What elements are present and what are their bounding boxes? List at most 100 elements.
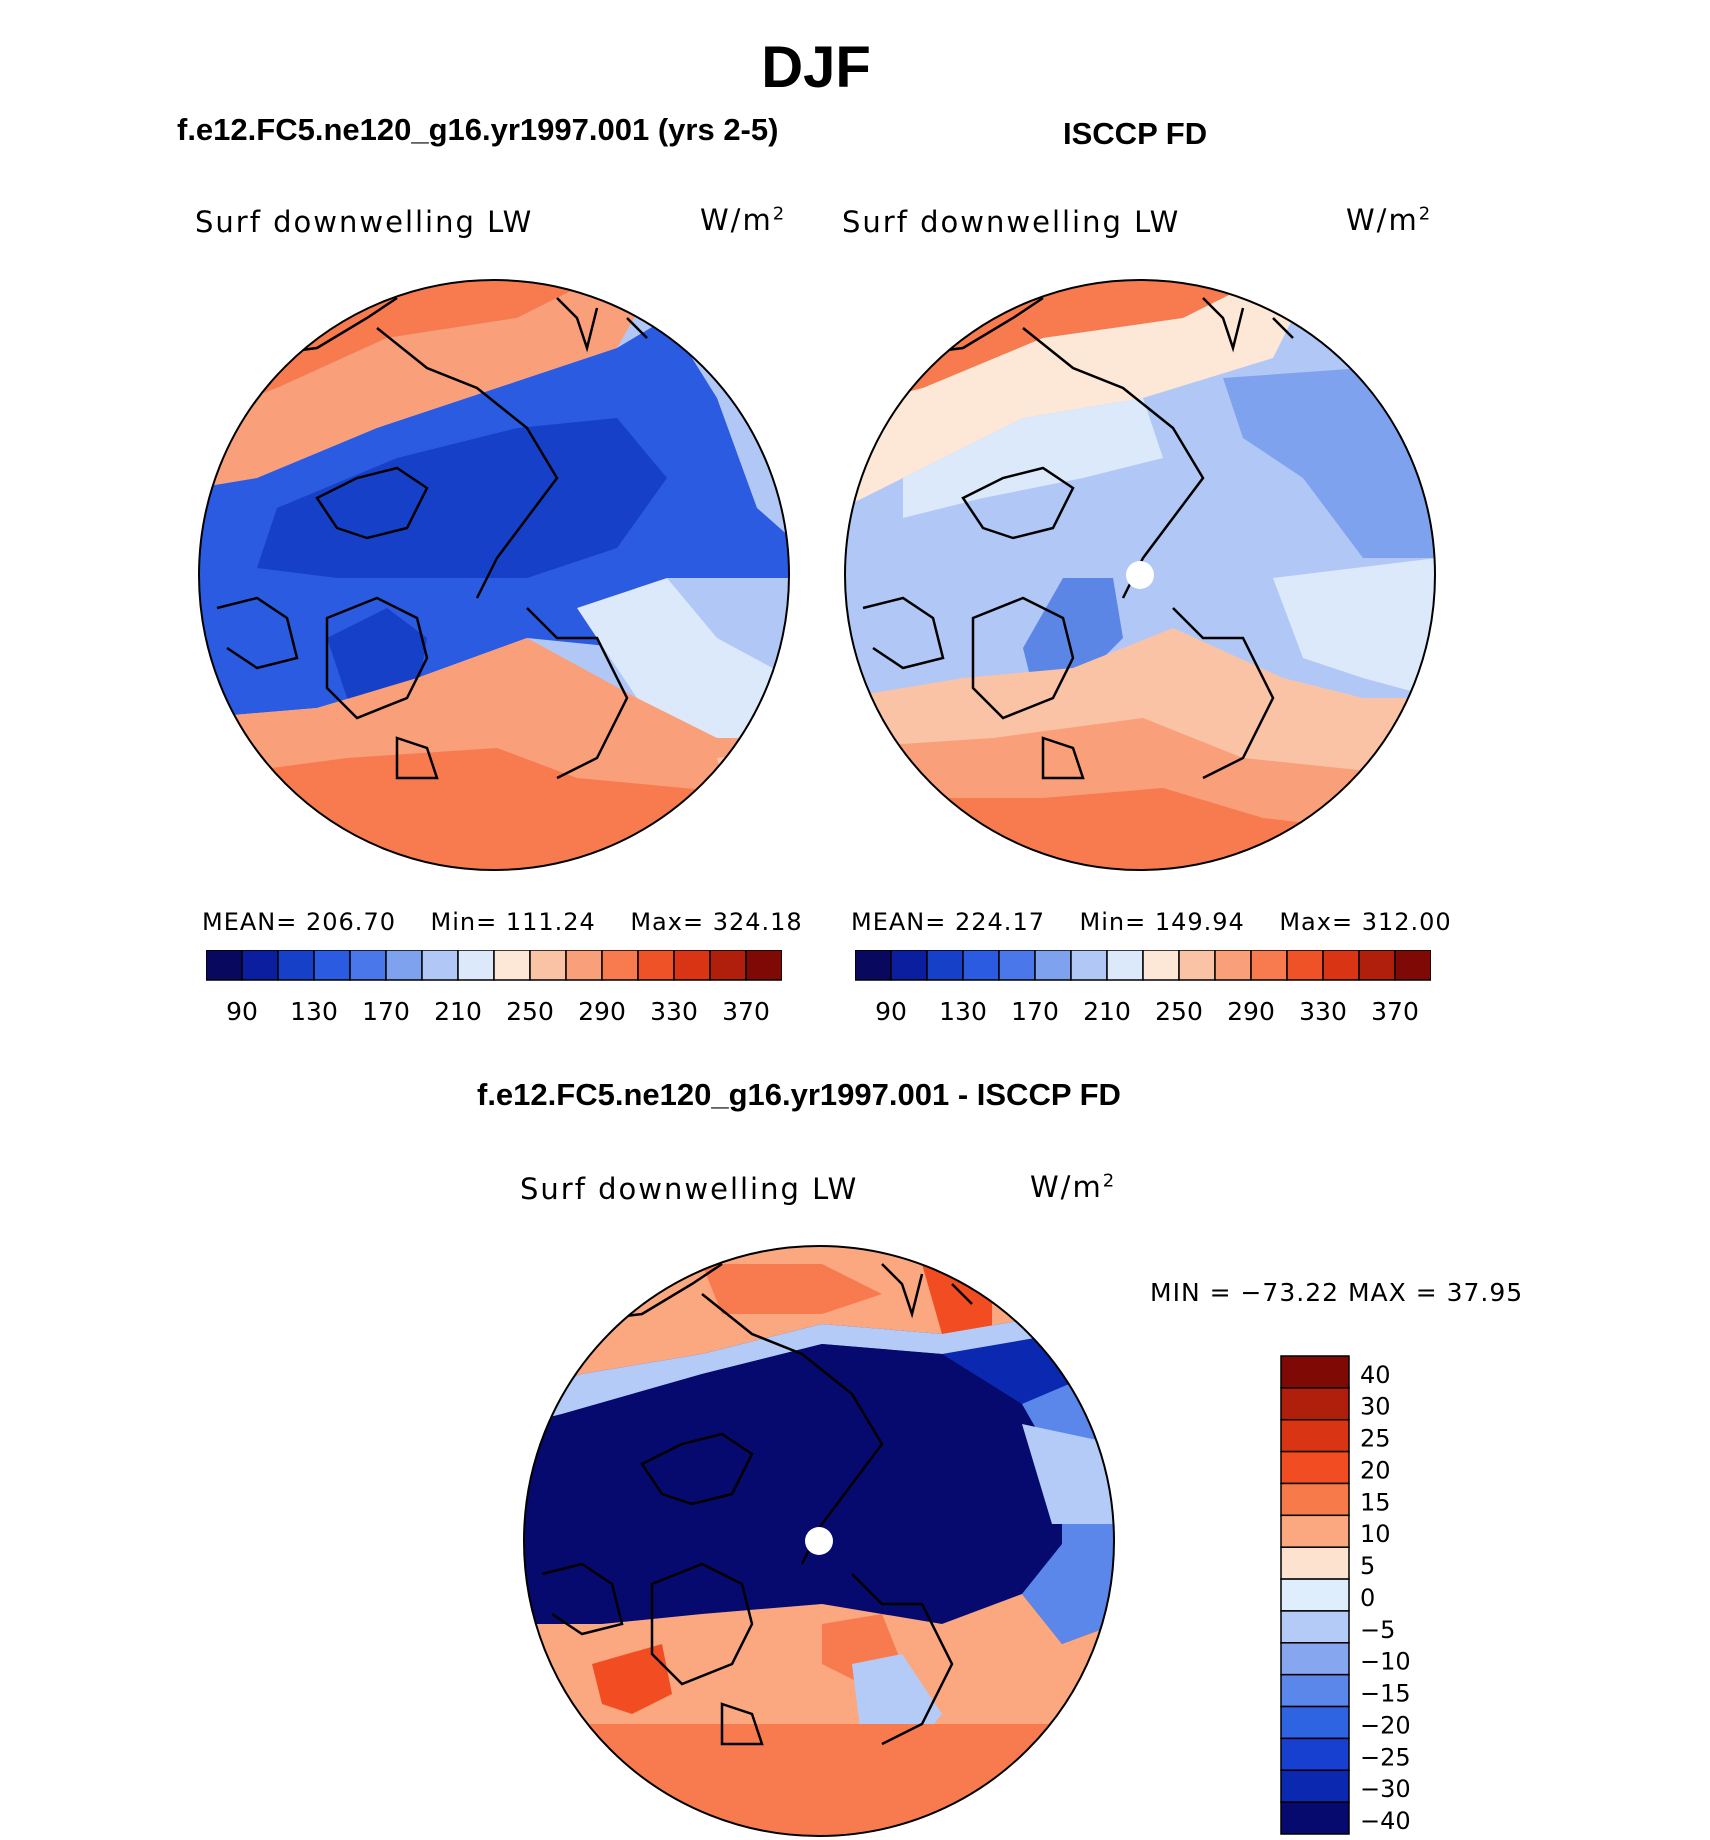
colorbar-tick-label: 90	[875, 997, 907, 1026]
model-region-coldest	[257, 418, 667, 578]
model-min-value: 111.24	[505, 908, 596, 936]
colorbar-swatch	[1394, 950, 1431, 981]
obs-region-top-band	[845, 280, 1313, 508]
colorbar-swatch	[1106, 950, 1144, 981]
colorbar-tick-label: −10	[1360, 1648, 1410, 1676]
colorbar-swatch	[1358, 950, 1396, 981]
obs-coastlines	[862, 296, 1294, 780]
colorbar-swatch	[565, 950, 603, 981]
obs-region-warm-bottom	[845, 788, 1435, 870]
model-region-top-band	[199, 280, 657, 488]
colorbar-swatch	[1280, 1482, 1350, 1517]
colorbar-tick-label: −30	[1360, 1775, 1410, 1803]
colorbar-swatch	[1280, 1769, 1350, 1803]
colorbar-tick-label: 370	[722, 997, 770, 1026]
colorbar-swatch	[349, 950, 387, 981]
obs-mean-value: 224.17	[955, 908, 1045, 936]
colorbar-swatch	[1178, 950, 1216, 981]
page-title: DJF	[761, 35, 871, 100]
colorbar-swatch	[1034, 950, 1072, 981]
obs-panel-title: ISCCP FD	[1063, 116, 1208, 151]
colorbar-swatch	[1280, 1355, 1350, 1389]
colorbar-swatch	[493, 950, 531, 981]
model-mean-value: 206.70	[306, 908, 396, 936]
colorbar-swatch	[1250, 950, 1288, 981]
colorbar-swatch	[1280, 1450, 1350, 1485]
colorbar-swatch	[385, 950, 423, 981]
colorbar-swatch	[1214, 950, 1252, 981]
colorbar-tick-label: −15	[1360, 1680, 1410, 1708]
colorbar-swatch	[1322, 950, 1360, 981]
obs-pole-hole	[1126, 561, 1154, 589]
colorbar-swatch	[421, 950, 459, 981]
obs-region-light	[903, 398, 1163, 518]
colorbar-tick-label: 330	[1299, 997, 1347, 1026]
model-variable-label: Surf downwelling LW	[195, 205, 534, 239]
model-region-scandia	[577, 578, 789, 748]
diff-region-east-light	[1022, 1424, 1114, 1524]
colorbar-swatch	[855, 950, 892, 981]
diff-variable-label: Surf downwelling LW	[520, 1172, 859, 1206]
colorbar-tick-label: 250	[1155, 997, 1203, 1026]
obs-units-label: W/m2	[1346, 203, 1433, 237]
colorbar-swatch	[962, 950, 1000, 981]
colorbar-tick-label: 370	[1371, 997, 1419, 1026]
colorbar-swatch	[277, 950, 315, 981]
diff-region-hot-top	[702, 1264, 882, 1314]
colorbar-swatch	[1280, 1578, 1350, 1612]
colorbar-swatch	[206, 950, 243, 981]
obs-region-pacific	[1223, 368, 1435, 558]
model-polar-map	[198, 279, 790, 871]
colorbar-tick-label: −20	[1360, 1711, 1410, 1739]
diff-region-warm-bottom	[524, 1724, 1114, 1836]
colorbar-tick-label: 130	[290, 997, 338, 1026]
colorbar-swatch	[457, 950, 495, 981]
colorbar-swatch	[1280, 1610, 1350, 1644]
colorbar-tick-label: 210	[434, 997, 482, 1026]
colorbar-swatch	[1142, 950, 1180, 981]
diff-pole-hole	[805, 1527, 833, 1555]
colorbar-tick-label: 90	[226, 997, 258, 1026]
diff-region-coldest-core	[524, 1344, 1062, 1624]
colorbar-swatch	[313, 950, 351, 981]
colorbar-swatch	[1280, 1642, 1350, 1676]
model-stats: MEAN= 206.70 Min= 111.24 Max= 324.18	[202, 908, 803, 936]
obs-variable-label: Surf downwelling LW	[842, 205, 1181, 239]
colorbar-swatch	[1280, 1514, 1350, 1548]
colorbar-tick-label: 170	[362, 997, 410, 1026]
colorbar-tick-label: 15	[1360, 1488, 1391, 1516]
diff-map-border	[523, 1245, 1115, 1837]
diff-units-label: W/m2	[1030, 1170, 1117, 1204]
colorbar-swatch	[637, 950, 675, 981]
diff-minmax: MIN = −73.22 MAX = 37.95	[1150, 1278, 1524, 1307]
diff-panel-title: f.e12.FC5.ne120_g16.yr1997.001 - ISCCP F…	[477, 1077, 1121, 1112]
colorbar-tick-label: 290	[578, 997, 626, 1026]
obs-max-value: 312.00	[1361, 908, 1452, 936]
colorbar-tick-label: 250	[506, 997, 554, 1026]
model-region-europe	[717, 748, 789, 838]
colorbar-tick-label: −25	[1360, 1743, 1410, 1771]
colorbar-swatch	[1280, 1387, 1350, 1421]
colorbar-tick-label: 330	[650, 997, 698, 1026]
model-coastlines	[216, 296, 648, 780]
colorbar-swatch	[601, 950, 639, 981]
colorbar-swatch	[926, 950, 964, 981]
colorbar-swatch	[1280, 1673, 1350, 1708]
colorbar-tick-label: 290	[1227, 997, 1275, 1026]
model-map-border	[198, 279, 790, 871]
colorbar-swatch	[673, 950, 711, 981]
colorbar-tick-label: 130	[939, 997, 987, 1026]
colorbar-tick-label: 20	[1360, 1456, 1391, 1484]
colorbar-swatch	[745, 950, 782, 981]
diff-region-transition-top	[524, 1304, 1114, 1424]
colorbar-tick-label: −40	[1360, 1807, 1410, 1835]
colorbar-swatch	[890, 950, 928, 981]
colorbar-swatch	[1280, 1418, 1350, 1453]
diff-colorbar: 40 30 25 20 15 10 5 0 −5 −10 −15 −20 −25 −30 −40	[1280, 1355, 1410, 1835]
model-max-value: 324.18	[712, 908, 803, 936]
colorbar-swatch	[1280, 1705, 1350, 1740]
colorbar-tick-label: 10	[1360, 1520, 1391, 1548]
colorbar-swatch	[1070, 950, 1108, 981]
obs-polar-map	[844, 279, 1436, 871]
colorbar-tick-label: 170	[1011, 997, 1059, 1026]
